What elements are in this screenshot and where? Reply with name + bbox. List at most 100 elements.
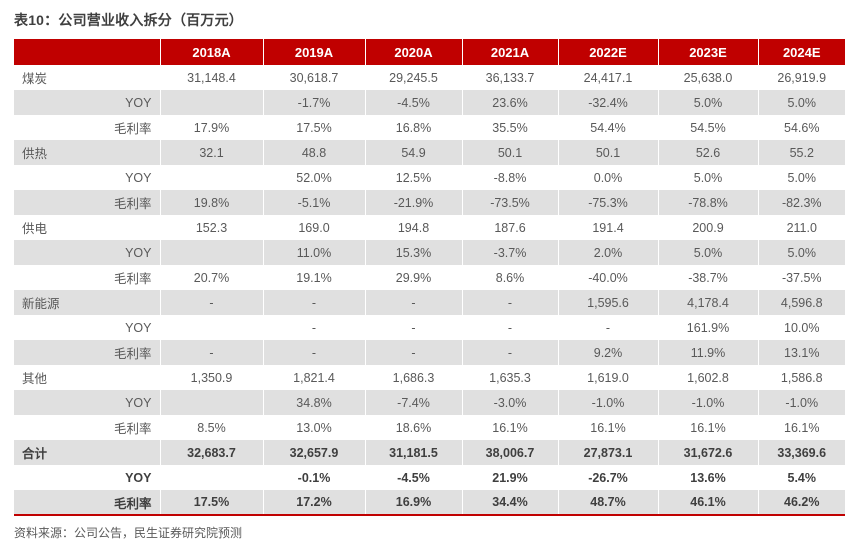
row-section-label: 新能源 — [14, 290, 161, 315]
cell-value: -40.0% — [558, 265, 659, 290]
table-header: 2018A 2019A 2020A 2021A 2022E 2023E 2024E — [14, 39, 845, 65]
row-sublabel: YOY — [14, 465, 161, 490]
cell-value: 23.6% — [462, 90, 559, 115]
cell-value: -1.0% — [558, 390, 659, 415]
cell-value: 8.6% — [462, 265, 559, 290]
cell-value: - — [462, 290, 559, 315]
cell-value: 1,595.6 — [558, 290, 659, 315]
cell-value: 16.8% — [365, 115, 463, 140]
cell-value: 34.8% — [263, 390, 366, 415]
cell-value: 17.9% — [160, 115, 264, 140]
cell-value — [160, 390, 264, 415]
cell-value: 5.0% — [658, 165, 759, 190]
cell-value: 29.9% — [365, 265, 463, 290]
cell-value: 20.7% — [160, 265, 264, 290]
cell-value: 1,350.9 — [160, 365, 264, 390]
cell-value: 161.9% — [658, 315, 759, 340]
cell-value: 54.5% — [658, 115, 759, 140]
row-section-label: 合计 — [14, 440, 161, 465]
cell-value: 32,683.7 — [160, 440, 264, 465]
row-sublabel: YOY — [14, 390, 161, 415]
cell-value: -82.3% — [758, 190, 845, 215]
row-sublabel: YOY — [14, 90, 161, 115]
cell-value: 21.9% — [462, 465, 559, 490]
cell-value: 187.6 — [462, 215, 559, 240]
cell-value: -7.4% — [365, 390, 463, 415]
table-row: 其他 1,350.9 1,821.4 1,686.3 1,635.3 1,619.0 1,6… — [14, 365, 845, 390]
cell-value: 46.2% — [758, 490, 845, 516]
cell-value: -32.4% — [558, 90, 659, 115]
cell-value: - — [365, 290, 463, 315]
cell-value: -78.8% — [658, 190, 759, 215]
cell-value: -73.5% — [462, 190, 559, 215]
cell-value: 17.2% — [263, 490, 366, 516]
year-column-header: 2020A — [365, 39, 463, 65]
row-section-label: 煤炭 — [14, 65, 161, 90]
year-column-header: 2021A — [462, 39, 559, 65]
cell-value: 4,178.4 — [658, 290, 759, 315]
cell-value: - — [462, 340, 559, 365]
cell-value: 1,635.3 — [462, 365, 559, 390]
cell-value: -3.0% — [462, 390, 559, 415]
cell-value: 46.1% — [658, 490, 759, 516]
row-section-label: 供热 — [14, 140, 161, 165]
cell-value: 5.0% — [758, 90, 845, 115]
table-row: YOY 11.0% 15.3% -3.7% 2.0% 5.0% 5.0% — [14, 240, 845, 265]
cell-value — [160, 90, 264, 115]
cell-value: 54.9 — [365, 140, 463, 165]
cell-value — [160, 240, 264, 265]
cell-value: 32.1 — [160, 140, 264, 165]
cell-value: 1,586.8 — [780, 370, 823, 385]
cell-value: - — [365, 315, 463, 340]
cell-value: 55.2 — [758, 140, 845, 165]
table-row: 煤炭 31,148.4 30,618.7 29,245.5 36,133.7 24,417… — [14, 65, 845, 90]
cell-value: 16.9% — [365, 490, 463, 516]
cell-value: -37.5% — [781, 270, 822, 285]
cell-value: 13.6% — [658, 465, 759, 490]
cell-value: 34.4% — [462, 490, 559, 516]
cell-value: 19.8% — [160, 190, 264, 215]
table-row: 毛利率 17.5% 17.2% 16.9% 34.4% 48.7% 46.1% 46.2% — [14, 490, 845, 516]
row-section-label: 供电 — [14, 215, 161, 240]
table-row: YOY 34.8% -7.4% -3.0% -1.0% -1.0% -1.0% — [14, 390, 845, 415]
cell-value: 50.1 — [462, 140, 559, 165]
cell-value: - — [160, 340, 264, 365]
cell-value: 211.0 — [786, 220, 817, 235]
cell-value — [160, 465, 264, 490]
cell-value: 54.4% — [558, 115, 659, 140]
cell-value: 16.1% — [462, 415, 559, 440]
cell-value: -4.5% — [365, 90, 463, 115]
table-row: 毛利率 - - - -9.2% 11.9% 13.1% — [14, 340, 845, 365]
table-row: 毛利率 19.8% -5.1% -21.9% -73.5% -75.3% -78.8% -82… — [14, 190, 845, 215]
cell-value: 13.0% — [263, 415, 366, 440]
cell-value: -3.7% — [462, 240, 559, 265]
cell-value: 5.0% — [658, 240, 759, 265]
cell-value: 30,618.7 — [263, 65, 366, 90]
cell-value: 5.0% — [787, 170, 817, 185]
cell-value: 191.4 — [558, 215, 659, 240]
cell-value: 15.3% — [365, 240, 463, 265]
cell-value: 27,873.1 — [558, 440, 659, 465]
cell-value: 31,672.6 — [658, 440, 759, 465]
cell-value: 0.0% — [558, 165, 659, 190]
cell-value: 48.8 — [263, 140, 366, 165]
table-row: 供电 152.3 169.0 194.8 187.6 191.4 200.9 211.0 — [14, 215, 845, 240]
cell-value: 38,006.7 — [462, 440, 559, 465]
cell-value: 33,369.6 — [758, 440, 845, 465]
cell-value: 24,417.1 — [558, 65, 659, 90]
cell-value: 5.0% — [758, 240, 845, 265]
year-column-header: 2024E — [758, 39, 845, 65]
cell-value: 1,821.4 — [263, 365, 366, 390]
cell-value: -1.0% — [658, 390, 759, 415]
cell-value: 9.2% — [558, 340, 659, 365]
cell-value: 52.6 — [658, 140, 759, 165]
cell-value: 31,148.4 — [160, 65, 264, 90]
cell-value: -8.8% — [462, 165, 559, 190]
cell-value: 1,686.3 — [365, 365, 463, 390]
cell-value: 194.8 — [365, 215, 463, 240]
cell-value — [160, 315, 264, 340]
table-row: YOY -0.1% -4.5% 21.9% -26.7% 13.6% 5.4% — [14, 465, 845, 490]
cell-value: 5.4% — [787, 470, 817, 485]
cell-value: -1.0% — [758, 390, 845, 415]
cell-value: 8.5% — [160, 415, 264, 440]
